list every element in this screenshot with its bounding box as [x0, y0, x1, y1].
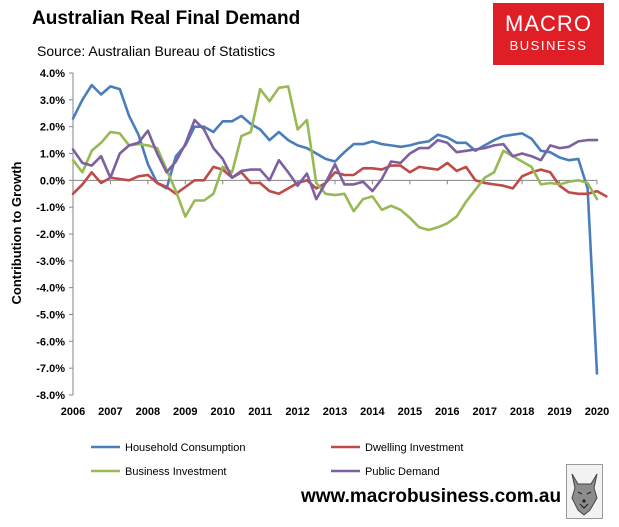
series-line-dwelling: [71, 161, 608, 198]
y-tick-label: -2.0%: [36, 229, 65, 241]
y-tick-label: -7.0%: [36, 363, 65, 375]
series-line-public: [71, 118, 599, 201]
x-tick-label: 2016: [435, 406, 459, 418]
legend-label-household: Household Consumption: [125, 442, 245, 454]
series-line-household: [71, 83, 599, 375]
logo-line-2: BUSINESS: [509, 38, 588, 53]
y-tick-label: -1.0%: [36, 202, 65, 214]
macrobusiness-logo: MACRO BUSINESS: [493, 3, 604, 65]
y-tick-label: -4.0%: [36, 283, 65, 295]
chart-legend: Household Consumption Dwelling Investment…: [91, 442, 463, 478]
y-tick-label: 4.0%: [40, 68, 65, 80]
x-tick-label: 2018: [510, 406, 534, 418]
legend-label-dwelling: Dwelling Investment: [365, 442, 463, 454]
y-tick-label: 0.0%: [40, 175, 65, 187]
legend-label-business: Business Investment: [125, 466, 227, 478]
y-tick-label: -8.0%: [36, 390, 65, 402]
y-tick-label: -3.0%: [36, 256, 65, 268]
chart-series: [71, 83, 608, 375]
website-url: www.macrobusiness.com.au: [301, 486, 562, 507]
x-tick-label: 2014: [360, 406, 385, 418]
wolf-mascot-icon: [566, 464, 603, 519]
x-tick-label: 2009: [173, 406, 197, 418]
x-tick-label: 2012: [285, 406, 309, 418]
chart-axes: 4.0% 3.0% 2.0% 1.0% 0.0% -1.0% -2.0% -3.0% -4.0%…: [36, 68, 609, 418]
y-tick-label: 3.0%: [40, 95, 65, 107]
x-tick-label: 2011: [248, 406, 272, 418]
x-tick-label: 2008: [136, 406, 160, 418]
legend-label-public: Public Demand: [365, 466, 440, 478]
x-tick-label: 2015: [398, 406, 422, 418]
x-tick-label: 2007: [98, 406, 122, 418]
y-tick-label: 1.0%: [40, 149, 65, 161]
x-tick-label: 2013: [323, 406, 347, 418]
y-axis-label: Contribution to Growth: [9, 161, 24, 304]
series-line-business: [71, 85, 599, 232]
logo-line-1: MACRO: [505, 11, 592, 36]
chart-title: Australian Real Final Demand: [32, 8, 301, 29]
source-note: Source: Australian Bureau of Statistics: [37, 43, 276, 59]
y-tick-label: 2.0%: [40, 122, 65, 134]
y-tick-label: -6.0%: [36, 336, 65, 348]
x-tick-label: 2006: [61, 406, 85, 418]
x-tick-label: 2019: [547, 406, 571, 418]
x-tick-label: 2017: [472, 406, 496, 418]
x-tick-label: 2010: [210, 406, 234, 418]
x-tick-label: 2020: [585, 406, 609, 418]
y-tick-label: -5.0%: [36, 310, 65, 322]
